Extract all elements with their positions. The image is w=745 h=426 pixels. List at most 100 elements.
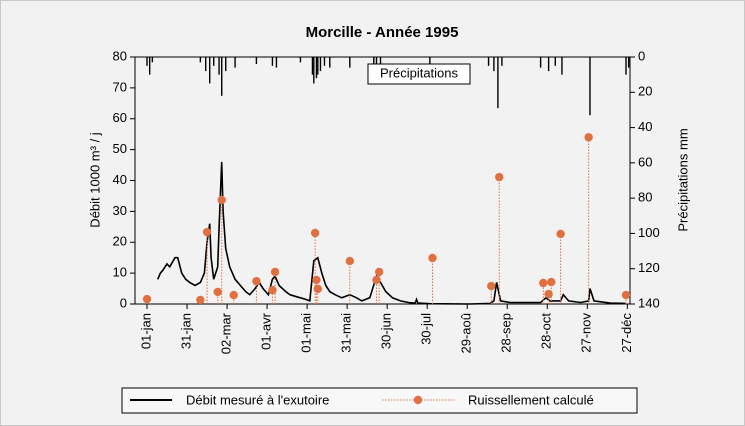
precip-bar [234, 57, 236, 68]
precip-bar [375, 57, 378, 70]
precip-bar [589, 57, 591, 116]
x-tick-label: 28-oct [539, 313, 554, 350]
runoff-point [229, 290, 238, 300]
precip-bar [323, 57, 326, 66]
runoff-point [345, 256, 355, 266]
runoff-point [539, 278, 548, 288]
x-tick-label: 29-aoû [459, 313, 474, 353]
precip-bar [379, 57, 382, 65]
y2-tick-label: 40 [638, 119, 652, 134]
runoff-point [487, 281, 496, 291]
y-tick-label: 80 [113, 48, 127, 63]
precip-bar [554, 57, 556, 66]
runoff-point [584, 133, 593, 142]
precip-bar [221, 57, 223, 96]
x-tick-label: 31-mai [339, 313, 354, 353]
precip-bar [329, 57, 331, 68]
y2-tick-label: 140 [638, 295, 660, 310]
precip-bar [349, 57, 351, 68]
precip-bar [493, 57, 495, 72]
precip-bar [299, 57, 302, 63]
precip-label-box [367, 63, 471, 85]
x-tick-label: 28-sep [499, 313, 514, 353]
precip-bar [627, 57, 630, 68]
runoff-point [252, 276, 261, 286]
precip-bar [313, 57, 315, 84]
precip-bar [317, 57, 319, 75]
precip-bar [213, 57, 215, 66]
precip-bar [225, 57, 227, 72]
runoff-point [196, 295, 205, 305]
precip-bar [625, 57, 627, 75]
precip-bar [497, 57, 499, 109]
x-tick-label: 27-nov [579, 313, 594, 353]
legend-label: Ruissellement calculé [468, 392, 594, 407]
precip-bar [501, 57, 503, 66]
runoff-point [621, 290, 631, 300]
x-tick-label: 30-jun [379, 313, 394, 349]
precip-bar [319, 57, 322, 72]
runoff-point [217, 195, 226, 205]
legend-box [121, 387, 638, 414]
precip-bar [315, 57, 318, 79]
y-tick-label: 0 [120, 295, 127, 310]
runoff-point [202, 227, 212, 237]
x-tick-label: 27-déc [619, 313, 634, 353]
precip-bar [146, 57, 148, 66]
precip-bar [255, 57, 258, 65]
precip-bar [148, 57, 151, 75]
runoff-point [556, 229, 565, 239]
x-tick-label: 30-jul [419, 313, 434, 345]
runoff-point [428, 253, 437, 263]
precip-bar [487, 57, 490, 66]
precip-bar [151, 57, 154, 63]
y-tick-label: 10 [113, 265, 127, 280]
precip-bar [205, 57, 207, 72]
runoff-point [313, 284, 322, 294]
y2-tick-label: 80 [638, 190, 652, 205]
runoff-point [374, 267, 384, 277]
precip-bar [429, 57, 431, 65]
y2-tick-label: 120 [638, 260, 660, 275]
precip-bar [311, 57, 314, 75]
x-tick-label: 01-mai [299, 313, 314, 353]
precip-bar [271, 57, 274, 66]
runoff-point [544, 289, 553, 299]
chart-title: Morcille - Année 1995 [306, 24, 459, 41]
runoff-point [495, 172, 504, 182]
precip-bar [275, 57, 278, 68]
runoff-point [310, 228, 320, 238]
runoff-point [213, 287, 222, 297]
y-tick-label: 30 [113, 203, 127, 218]
legend-label: Débit mesuré à l'exutoire [186, 392, 329, 407]
y-tick-label: 50 [113, 141, 127, 156]
x-tick-label: 01-avr [259, 312, 274, 350]
precip-bar [561, 57, 563, 75]
runoff-point [547, 277, 556, 287]
runoff-point [142, 294, 152, 304]
y2-tick-label: 100 [638, 225, 660, 240]
y2-tick-label: 60 [638, 154, 652, 169]
precip-bar [218, 57, 220, 75]
y2-tick-label: 0 [638, 48, 645, 63]
precip-bar [547, 57, 550, 72]
precip-label: Précipitations [380, 65, 459, 80]
runoff-point [372, 275, 381, 285]
precip-bar [199, 57, 202, 63]
runoff-point [268, 285, 277, 295]
precip-bar [539, 57, 542, 68]
x-tick-label: 01-jan [138, 313, 153, 349]
runoff-point [270, 267, 280, 277]
flow-line [156, 161, 627, 305]
x-tick-label: 31-jan [178, 313, 193, 349]
y-tick-label: 20 [113, 234, 127, 249]
runoff-point [312, 275, 321, 285]
y-tick-label: 40 [113, 172, 127, 187]
y-axis-label: Débit 1000 m³ / j [87, 132, 102, 227]
y2-axis-label: Précipitations mm [675, 128, 690, 231]
y-tick-label: 60 [113, 110, 127, 125]
x-tick-label: 02-mar [218, 312, 233, 354]
y-tick-label: 70 [113, 79, 127, 94]
